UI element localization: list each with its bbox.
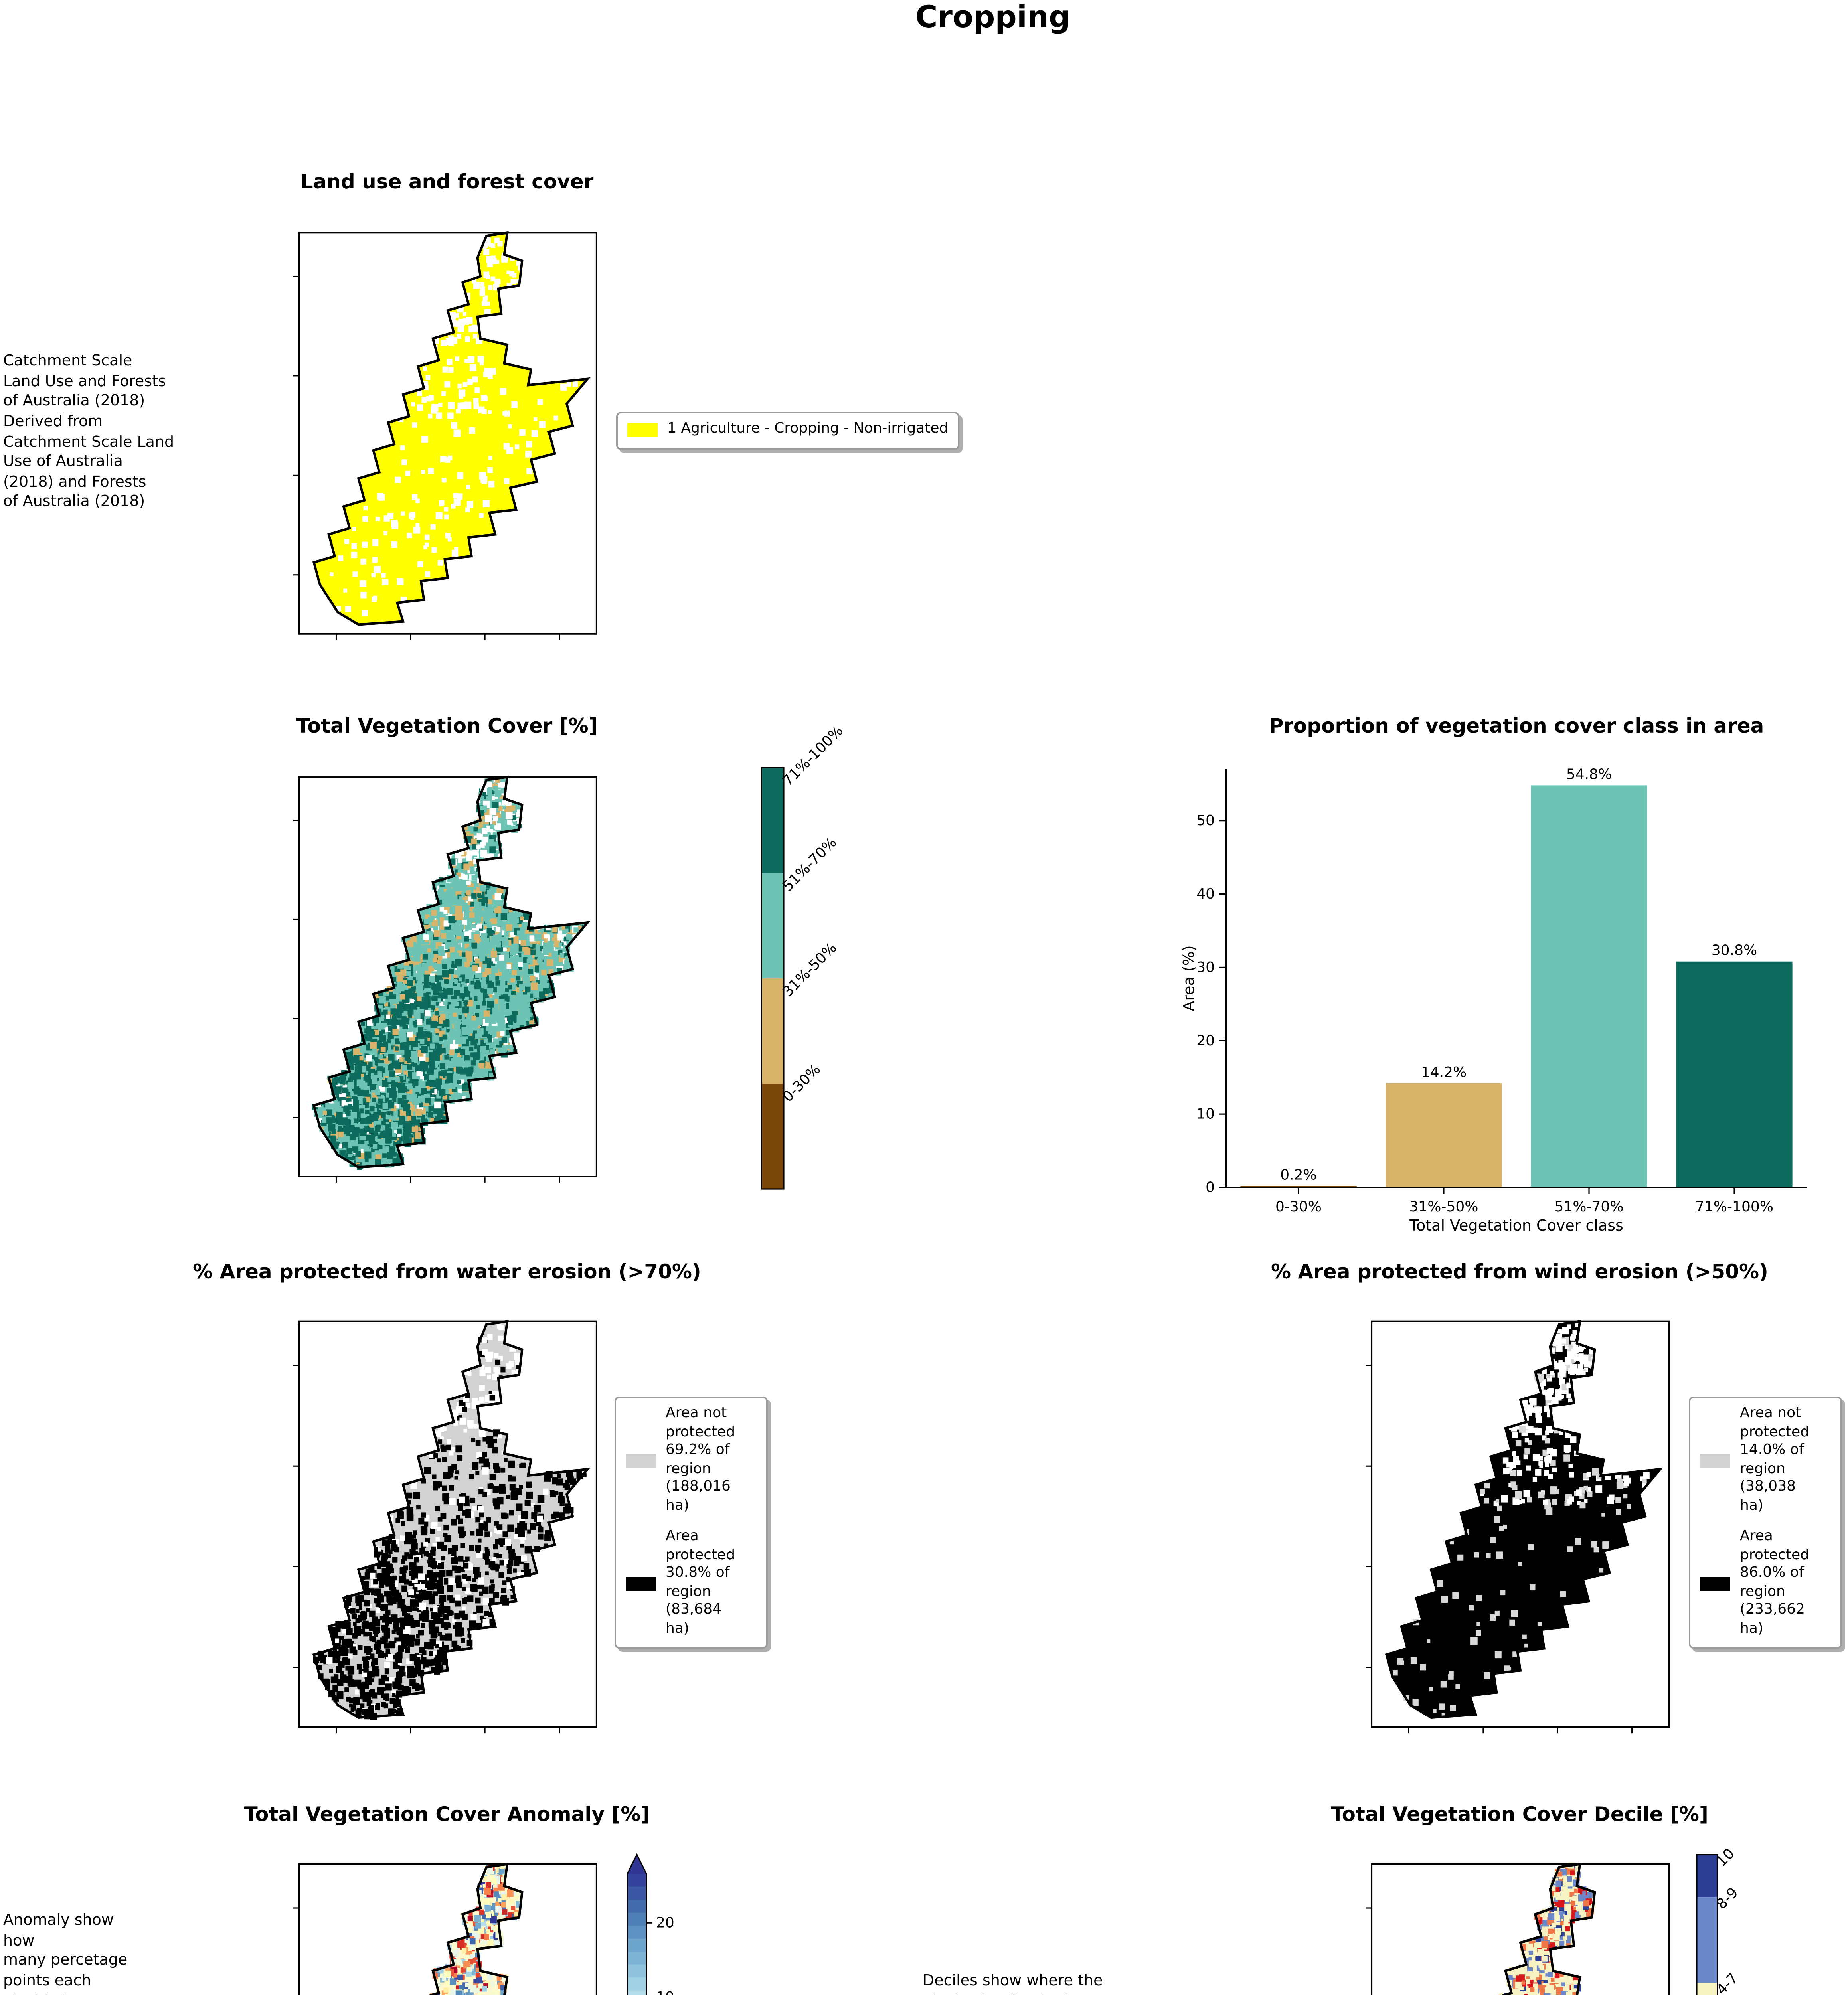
catchment-outline — [1500, 1862, 1596, 1995]
colorbar-tick-label: 10 — [656, 1989, 674, 1995]
map-frame — [298, 1863, 597, 1995]
catchment-outline — [312, 1319, 591, 1719]
map-raster — [1392, 1319, 1650, 1717]
bar-51%-70% — [1531, 785, 1647, 1187]
proportion-bar-chart: 0 10 20 30 40 50 0-30% 0.2% 31%-50% 14.2% 51%-70% 5… — [1180, 766, 1807, 1234]
colorbar-segment — [1697, 1983, 1718, 1995]
water-protected-swatch — [626, 1577, 656, 1592]
y-tick-label: 30 — [1196, 959, 1215, 976]
catchment-outline — [1385, 1319, 1663, 1719]
y-axis-label: Area (%) — [1180, 945, 1198, 1011]
x-tick-label: 0-30% — [1275, 1199, 1322, 1215]
wind-notprotected-label: Area not protected 14.0% of region (38,0… — [1740, 1406, 1810, 1514]
colorbar-segment — [1697, 1855, 1718, 1898]
x-tick-label: 51%-70% — [1554, 1199, 1623, 1215]
colorbar-tick-label: 20 — [656, 1915, 674, 1931]
landuse-note: Catchment Scale Land Use and Forests of … — [3, 353, 174, 512]
page-title: Cropping — [915, 0, 1071, 35]
vegcover-title: Total Vegetation Cover [%] — [296, 713, 598, 737]
vegcover-colorbar: 71%-100% 51%-70% 31%-50% 0-30% — [761, 723, 846, 1190]
water-erosion-legend: Area not protected 69.2% of region (188,… — [615, 1396, 768, 1649]
bar-value-label: 0.2% — [1280, 1167, 1316, 1183]
decile-colorbar: 108-94-72-31 — [1696, 1845, 1741, 1995]
x-tick-label: 31%-50% — [1409, 1199, 1478, 1215]
landuse-title: Land use and forest cover — [300, 169, 594, 193]
y-tick-label: 10 — [1196, 1106, 1215, 1122]
landuse-legend-label: 1 Agriculture - Cropping - Non-irrigated — [667, 421, 949, 437]
colorbar-label: 0-30% — [779, 1061, 824, 1105]
anomaly-colorbar: 20100−10−20 — [627, 1853, 674, 1995]
colorbar-segment — [1697, 1897, 1718, 1983]
colorbar-segment — [761, 1084, 784, 1189]
bar-71%-100% — [1676, 961, 1793, 1187]
vegcover-map — [293, 775, 597, 1183]
colorbar-label: 31%-50% — [779, 940, 840, 1000]
wind-protected-swatch — [1700, 1577, 1730, 1592]
map-frame — [298, 776, 597, 1177]
catchment-outline — [427, 1862, 524, 1995]
landuse-map — [293, 231, 597, 640]
decile-title: Total Vegetation Cover Decile [%] — [1331, 1802, 1708, 1826]
x-axis-label: Total Vegetation Cover class — [1409, 1217, 1623, 1234]
map-frame — [298, 1320, 597, 1728]
y-tick-label: 50 — [1196, 812, 1215, 829]
map-frame — [1371, 1863, 1670, 1995]
proportion-chart-title: Proportion of vegetation cover class in … — [1269, 713, 1764, 737]
map-raster — [430, 1863, 522, 1995]
colorbar-segment — [761, 978, 784, 1084]
landuse-legend: 1 Agriculture - Cropping - Non-irrigated — [616, 412, 960, 450]
y-tick-label: 20 — [1196, 1033, 1215, 1049]
bar-value-label: 54.8% — [1566, 766, 1612, 782]
catchment-outline — [312, 775, 591, 1169]
colorbar-label: 51%-70% — [779, 834, 840, 895]
anomaly-title: Total Vegetation Cover Anomaly [%] — [244, 1802, 650, 1826]
wind-erosion-title: % Area protected from wind erosion (>50%… — [1271, 1259, 1768, 1283]
wind-notprotected-swatch — [1700, 1454, 1730, 1469]
bar-31%-50% — [1386, 1083, 1502, 1187]
x-tick-label: 71%-100% — [1695, 1199, 1773, 1215]
water-erosion-title: % Area protected from water erosion (>70… — [193, 1259, 701, 1283]
y-tick-label: 0 — [1206, 1179, 1215, 1196]
map-raster — [1498, 1862, 1595, 1995]
decile-map — [1366, 1862, 1670, 1995]
wind-erosion-map — [1366, 1319, 1670, 1734]
colorbar-segment — [761, 768, 784, 873]
colorbar-label: 71%-100% — [779, 723, 846, 790]
wind-erosion-legend: Area not protected 14.0% of region (38,0… — [1689, 1396, 1842, 1649]
map-raster — [312, 777, 583, 1170]
landuse-legend-swatch — [627, 423, 658, 438]
catchment-outline — [312, 231, 591, 626]
water-notprotected-label: Area not protected 69.2% of region (188,… — [666, 1406, 735, 1514]
bar-0-30% — [1240, 1186, 1357, 1187]
bar-value-label: 30.8% — [1712, 942, 1757, 959]
map-frame — [298, 232, 597, 635]
water-protected-label: Area protected 30.8% of region (83,684 h… — [666, 1529, 735, 1637]
water-notprotected-swatch — [626, 1454, 656, 1469]
y-tick-label: 40 — [1196, 886, 1215, 902]
wind-protected-label: Area protected 86.0% of region (233,662 … — [1740, 1529, 1810, 1637]
water-erosion-map — [293, 1319, 597, 1734]
map-frame — [1371, 1320, 1670, 1728]
anomaly-map — [293, 1862, 597, 1995]
colorbar-segment — [761, 873, 784, 978]
decile-note: Deciles show where the pixel value lies … — [923, 1973, 1103, 1995]
bar-value-label: 14.2% — [1421, 1064, 1467, 1080]
anomaly-note: Anomaly show how many percetage points e… — [3, 1912, 128, 1995]
